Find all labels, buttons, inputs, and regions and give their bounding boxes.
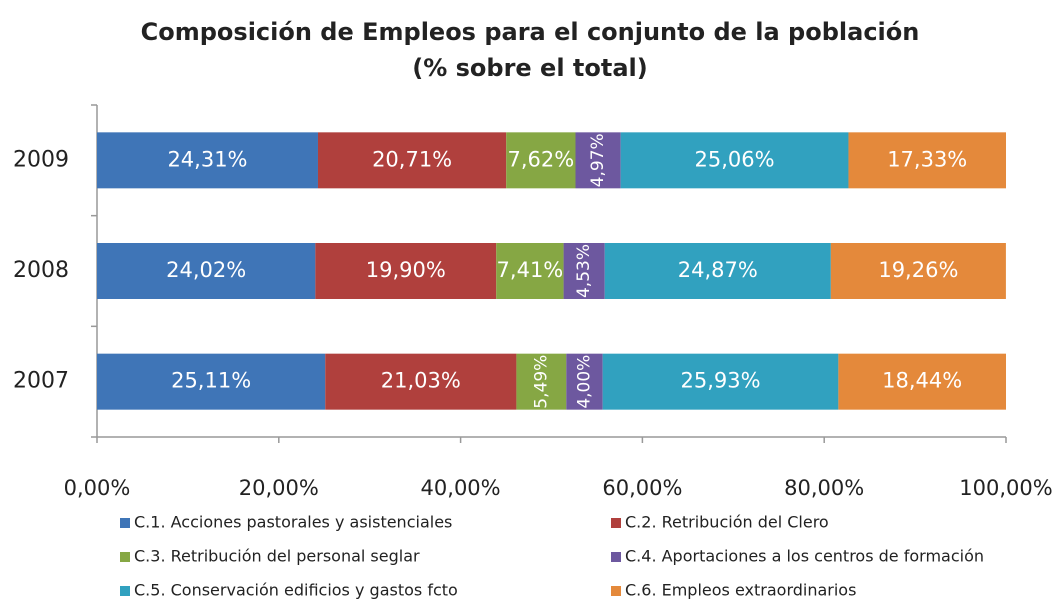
data-label: 19,90% (366, 258, 446, 282)
y-tick-label: 2008 (13, 258, 69, 283)
bar-segment (838, 353, 1006, 410)
legend-marker (120, 586, 130, 596)
chart-title: Composición de Empleos para el conjunto … (141, 18, 920, 46)
legend-label: C.5. Conservación edificios y gastos fct… (134, 581, 458, 600)
legend-marker (611, 552, 621, 562)
data-label: 19,26% (878, 258, 958, 282)
bar-segment (620, 132, 849, 189)
legend-label: C.3. Retribución del personal seglar (134, 547, 420, 566)
bar-segment (317, 132, 507, 189)
legend-label: C.4. Aportaciones a los centros de forma… (625, 547, 984, 566)
bar-segment (97, 132, 318, 189)
bar-segment (506, 132, 576, 189)
data-label: 4,00% (574, 355, 594, 409)
x-tick-label: 100,00% (959, 476, 1052, 500)
chart-subtitle: (% sobre el total) (412, 54, 647, 82)
bar-segment (848, 132, 1006, 189)
data-label: 18,44% (882, 369, 962, 393)
data-label: 21,03% (381, 369, 461, 393)
data-label: 4,53% (574, 244, 594, 298)
bar-segment (325, 353, 517, 410)
data-label: 24,02% (166, 258, 246, 282)
bar-segment (496, 243, 564, 299)
x-tick-label: 40,00% (421, 476, 501, 500)
legend-label: C.2. Retribución del Clero (625, 513, 829, 532)
bar-segment (97, 353, 326, 410)
bar-segment (604, 243, 831, 299)
legend-label: C.6. Empleos extraordinarios (625, 581, 856, 600)
data-label: 17,33% (887, 147, 967, 171)
x-tick-label: 60,00% (602, 476, 682, 500)
x-tick-label: 20,00% (239, 476, 319, 500)
legend-label: C.1. Acciones pastorales y asistenciales (134, 513, 452, 532)
y-tick-label: 2007 (13, 369, 69, 394)
data-label: 25,06% (695, 147, 775, 171)
data-label: 20,71% (372, 147, 452, 171)
bar-segment (97, 243, 316, 299)
bar-segment (830, 243, 1006, 299)
legend-marker (611, 586, 621, 596)
bar-segment (566, 353, 603, 410)
data-label: 7,41% (497, 258, 564, 282)
data-label: 24,87% (678, 258, 758, 282)
bar-segment (602, 353, 839, 410)
data-label: 25,11% (171, 369, 251, 393)
data-label: 5,49% (531, 355, 551, 409)
bar-segment (575, 132, 621, 189)
legend-marker (120, 518, 130, 528)
bar-segment (516, 353, 567, 410)
legend-marker (611, 518, 621, 528)
x-tick-label: 80,00% (784, 476, 864, 500)
data-label: 4,97% (588, 133, 608, 187)
bar-segment (315, 243, 497, 299)
data-label: 24,31% (167, 147, 247, 171)
legend-marker (120, 552, 130, 562)
data-label: 7,62% (508, 147, 575, 171)
data-label: 25,93% (680, 369, 760, 393)
bar-segment (563, 243, 605, 299)
y-tick-label: 2009 (13, 147, 69, 172)
x-tick-label: 0,00% (64, 476, 131, 500)
